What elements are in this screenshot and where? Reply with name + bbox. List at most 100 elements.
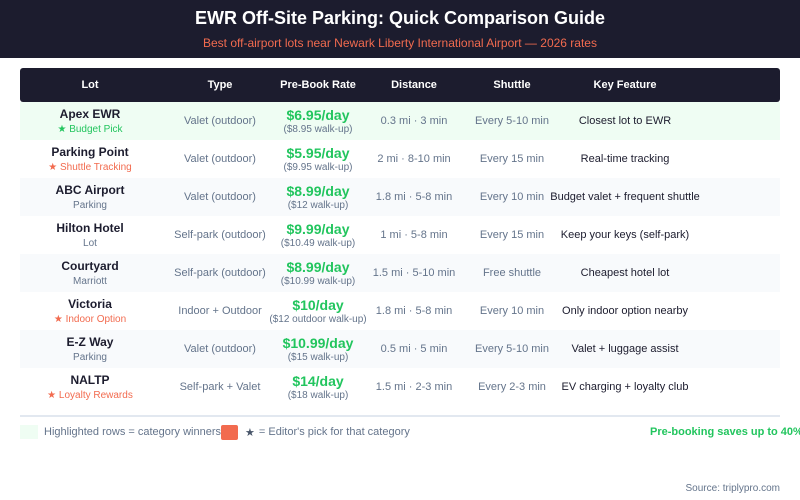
feature-cell: Closest lot to EWR xyxy=(578,115,672,127)
table-row: NALTP ★ Loyalty Rewards Self-park + Valet… xyxy=(20,368,780,406)
prebook-rate: $5.95/day xyxy=(286,145,350,161)
lot-name: Victoria xyxy=(68,297,112,311)
lot-cell: Parking Point ★ Shuttle Tracking xyxy=(48,140,131,178)
lot-cell: Courtyard Marriott xyxy=(61,254,118,292)
feature-cell: Keep your keys (self-park) xyxy=(560,229,690,241)
shuttle-cell: Every 5-10 min xyxy=(475,115,549,127)
feature-cell: Cheapest hotel lot xyxy=(580,267,670,279)
prebook-rate: $14/day xyxy=(292,373,344,389)
rate-cell: $10.99/day ($15 walk-up) xyxy=(283,330,354,368)
table-row: Victoria ★ Indoor Option Indoor + Outdoor… xyxy=(20,292,780,330)
shuttle-cell: Every 5-10 min xyxy=(475,343,549,355)
rate-cell: $8.99/day ($12 walk-up) xyxy=(286,178,349,216)
lot-sub: ★ Loyalty Rewards xyxy=(47,390,133,401)
lot-cell: Apex EWR ★ Budget Pick xyxy=(57,102,122,140)
shuttle-cell: Every 15 min xyxy=(479,153,545,165)
highlight-swatch xyxy=(20,425,38,439)
col-type: Type xyxy=(207,79,233,91)
type-cell: Indoor + Outdoor xyxy=(178,305,262,317)
rate-cell: $5.95/day ($9.95 walk-up) xyxy=(284,140,353,178)
lot-name: ABC Airport xyxy=(55,183,125,197)
walkup-rate: ($9.95 walk-up) xyxy=(283,162,353,173)
col-rate: Pre-Book Rate xyxy=(280,79,356,91)
distance-cell: 1.8 mi · 5-8 min xyxy=(375,191,453,203)
distance-cell: 1.8 mi · 5-8 min xyxy=(375,305,453,317)
comparison-table: Lot Type Pre-Book Rate Distance Shuttle … xyxy=(20,68,780,406)
lot-sub: Parking xyxy=(73,352,107,363)
table-row: Courtyard Marriott Self-park (outdoor) $8… xyxy=(20,254,780,292)
lot-name: Courtyard xyxy=(61,259,119,273)
walkup-rate: ($10.99 walk-up) xyxy=(280,276,356,287)
table-row: Apex EWR ★ Budget Pick Valet (outdoor) $6… xyxy=(20,102,780,140)
header: EWR Off-Site Parking: Quick Comparison G… xyxy=(0,0,800,58)
distance-cell: 0.5 mi · 5 min xyxy=(380,343,448,355)
lot-sub: Marriott xyxy=(73,276,107,287)
distance-cell: 0.3 mi · 3 min xyxy=(380,115,448,127)
col-shuttle: Shuttle xyxy=(493,79,531,91)
prebook-rate: $6.95/day xyxy=(286,107,350,123)
col-feature: Key Feature xyxy=(593,79,657,91)
orange-swatch xyxy=(221,424,239,440)
lot-cell: E-Z Way Parking xyxy=(67,330,114,368)
type-cell: Self-park (outdoor) xyxy=(174,267,266,279)
feature-cell: Only indoor option nearby xyxy=(562,305,688,317)
lot-cell: Hilton Hotel Lot xyxy=(56,216,123,254)
lot-sub: Lot xyxy=(83,238,97,249)
type-cell: Valet (outdoor) xyxy=(184,115,256,127)
distance-cell: 2 mi · 8-10 min xyxy=(377,153,451,165)
walkup-rate: ($12 walk-up) xyxy=(287,200,349,211)
table-row: ABC Airport Parking Valet (outdoor) $8.99… xyxy=(20,178,780,216)
shuttle-cell: Every 10 min xyxy=(479,191,545,203)
walkup-rate: ($10.49 walk-up) xyxy=(280,238,356,249)
table-row: Hilton Hotel Lot Self-park (outdoor) $9.9… xyxy=(20,216,780,254)
lot-name: E-Z Way xyxy=(66,335,114,349)
lot-name: Parking Point xyxy=(51,145,129,159)
type-cell: Self-park (outdoor) xyxy=(174,229,266,241)
savings-note: Pre-booking saves up to 40% xyxy=(650,426,800,438)
prebook-rate: $9.99/day xyxy=(286,221,350,237)
lot-cell: ABC Airport Parking xyxy=(56,178,125,216)
type-cell: Valet (outdoor) xyxy=(184,153,256,165)
rate-cell: $14/day ($18 walk-up) xyxy=(288,368,349,406)
table-header: Lot Type Pre-Book Rate Distance Shuttle … xyxy=(20,68,780,102)
legend: Highlighted rows = category winners ★ = … xyxy=(20,424,410,440)
distance-cell: 1.5 mi · 5-10 min xyxy=(372,267,456,279)
shuttle-cell: Every 10 min xyxy=(479,305,545,317)
page-title: EWR Off-Site Parking: Quick Comparison G… xyxy=(194,8,606,28)
walkup-rate: ($18 walk-up) xyxy=(287,390,349,401)
lot-cell: NALTP ★ Loyalty Rewards xyxy=(47,368,133,406)
walkup-rate: ($8.95 walk-up) xyxy=(283,124,353,135)
type-cell: Valet (outdoor) xyxy=(184,191,256,203)
walkup-rate: ($12 outdoor walk-up) xyxy=(269,314,367,325)
walkup-rate: ($15 walk-up) xyxy=(287,352,349,363)
table-row: E-Z Way Parking Valet (outdoor) $10.99/da… xyxy=(20,330,780,368)
prebook-rate: $10/day xyxy=(292,297,344,313)
rate-cell: $8.99/day ($10.99 walk-up) xyxy=(281,254,355,292)
source: Source: triplypro.com xyxy=(685,483,780,494)
shuttle-cell: Every 15 min xyxy=(479,229,545,241)
rate-cell: $9.99/day ($10.49 walk-up) xyxy=(281,216,355,254)
feature-cell: Real-time tracking xyxy=(580,153,670,165)
legend-editor: = Editor's pick for that category xyxy=(258,426,410,438)
star-icon: ★ xyxy=(245,426,255,439)
prebook-rate: $8.99/day xyxy=(286,183,350,199)
col-lot: Lot xyxy=(81,79,99,91)
rate-cell: $6.95/day ($8.95 walk-up) xyxy=(284,102,353,140)
lot-name: Apex EWR xyxy=(59,107,121,121)
lot-sub: ★ Shuttle Tracking xyxy=(48,162,132,173)
type-cell: Valet (outdoor) xyxy=(184,343,256,355)
type-cell: Self-park + Valet xyxy=(179,381,261,393)
lot-name: Hilton Hotel xyxy=(56,221,124,235)
lot-cell: Victoria ★ Indoor Option xyxy=(54,292,126,330)
distance-cell: 1.5 mi · 2-3 min xyxy=(375,381,453,393)
col-distance: Distance xyxy=(391,79,437,91)
lot-name: NALTP xyxy=(70,373,110,387)
lot-sub: ★ Budget Pick xyxy=(57,124,123,135)
feature-cell: Valet + luggage assist xyxy=(571,343,679,355)
distance-cell: 1 mi · 5-8 min xyxy=(380,229,448,241)
divider xyxy=(20,415,780,417)
shuttle-cell: Free shuttle xyxy=(482,267,542,279)
rate-cell: $10/day ($12 outdoor walk-up) xyxy=(269,292,366,330)
feature-cell: Budget valet + frequent shuttle xyxy=(550,191,700,203)
feature-cell: EV charging + loyalty club xyxy=(561,381,689,393)
